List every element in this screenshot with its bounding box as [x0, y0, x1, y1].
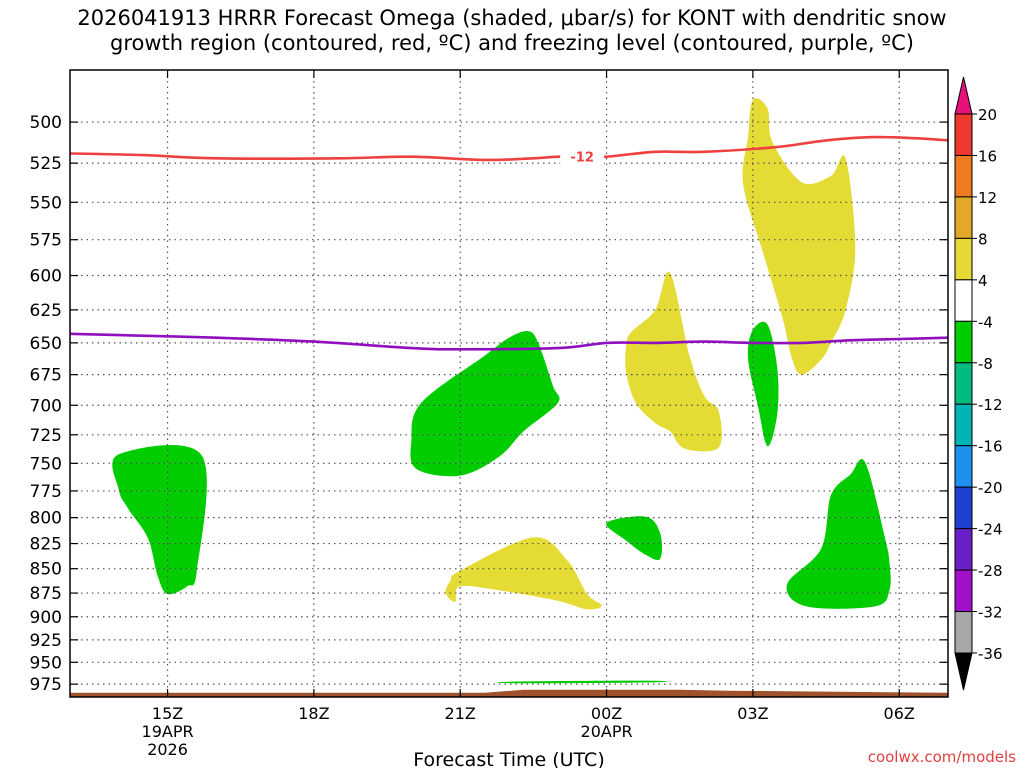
y-tick-label: 850 — [30, 560, 62, 580]
colorbar-label: 16 — [978, 147, 997, 165]
y-tick-label: 775 — [30, 482, 62, 502]
y-tick-label: 575 — [30, 231, 62, 251]
colorbar-box — [954, 320, 973, 364]
y-tick-label: 700 — [30, 396, 62, 416]
x-tick-label: 19APR — [142, 722, 194, 741]
colorbar-box — [954, 445, 973, 488]
contour-label-bg — [560, 148, 605, 165]
y-tick-label: 925 — [30, 631, 62, 651]
y-tick-label: 975 — [30, 675, 62, 695]
colorbar-label: 8 — [978, 230, 988, 248]
colorbar-label: -16 — [978, 438, 1003, 456]
colorbar-label: -32 — [978, 604, 1003, 622]
plot-frame — [69, 69, 949, 698]
colorbar-box — [954, 362, 973, 405]
y-tick-label: 725 — [30, 426, 62, 446]
contour-label: -12 — [570, 151, 594, 166]
y-tick-label: 900 — [30, 608, 62, 628]
colorbar-label: -24 — [978, 521, 1003, 539]
colorbar-box — [954, 113, 973, 156]
colorbar-label: 12 — [978, 189, 997, 207]
y-tick-label: 525 — [30, 154, 62, 174]
freezing-level-line — [69, 332, 949, 351]
y-tick-label: 625 — [30, 301, 62, 321]
chart-title-line-1: 2026041913 HRRR Forecast Omega (shaded, … — [77, 6, 947, 30]
colorbar-box — [954, 279, 973, 322]
colorbar-label: -36 — [978, 645, 1003, 663]
colorbar-box — [954, 237, 973, 281]
omega-yellow-3 — [742, 98, 856, 375]
colorbar-label: -20 — [978, 479, 1003, 497]
chart-title-line-2: growth region (contoured, red, ºC) and f… — [110, 31, 914, 55]
omega-yellow-1 — [445, 537, 602, 610]
colorbar-box — [954, 611, 973, 654]
omega-green-6 — [496, 680, 668, 684]
x-tick-label: 06Z — [884, 704, 915, 723]
colorbar-box — [954, 196, 973, 239]
omega-green-3 — [606, 516, 662, 561]
omega-green-2 — [410, 331, 560, 477]
y-tick-label: 800 — [30, 509, 62, 529]
y-tick-label: 950 — [30, 653, 62, 673]
colorbar-box — [954, 403, 973, 447]
ground-surface — [70, 689, 948, 697]
dendritic-snow-growth-line — [69, 135, 949, 162]
colorbar-box — [954, 154, 973, 198]
colorbar-label: 20 — [978, 106, 997, 124]
colorbar-label: -28 — [978, 562, 1003, 580]
colorbar-box — [954, 569, 973, 613]
colorbar-box — [954, 486, 973, 530]
y-tick-label: 675 — [30, 366, 62, 386]
colorbar-label: -4 — [978, 313, 993, 331]
y-tick-label: 825 — [30, 535, 62, 555]
colorbar-box — [954, 528, 973, 571]
omega-green-1 — [112, 445, 207, 595]
x-tick-label: 21Z — [445, 704, 476, 723]
x-tick-label: 15Z — [152, 704, 183, 723]
omega-green-5 — [786, 458, 891, 609]
y-tick-label: 750 — [30, 454, 62, 474]
x-tick-label: 20APR — [581, 722, 633, 741]
credit-text: coolwx.com/models — [867, 748, 1016, 766]
colorbar-label: 4 — [978, 272, 988, 290]
y-tick-label: 500 — [30, 113, 62, 133]
y-tick-label: 600 — [30, 267, 62, 287]
omega-green-4 — [747, 321, 779, 447]
omega-yellow-2 — [625, 271, 722, 452]
y-tick-label: 650 — [30, 334, 62, 354]
colorbar-label: -8 — [978, 355, 993, 373]
x-tick-label: 00Z — [591, 704, 622, 723]
y-tick-label: 550 — [30, 193, 62, 213]
x-tick-label: 03Z — [737, 704, 768, 723]
x-tick-label: 2026 — [147, 740, 188, 759]
y-tick-label: 875 — [30, 584, 62, 604]
x-tick-label: 18Z — [298, 704, 329, 723]
x-axis-label: Forecast Time (UTC) — [413, 749, 604, 768]
colorbar-min-triangle — [954, 652, 973, 691]
colorbar-max-triangle — [954, 76, 973, 115]
colorbar-label: -12 — [978, 396, 1003, 414]
